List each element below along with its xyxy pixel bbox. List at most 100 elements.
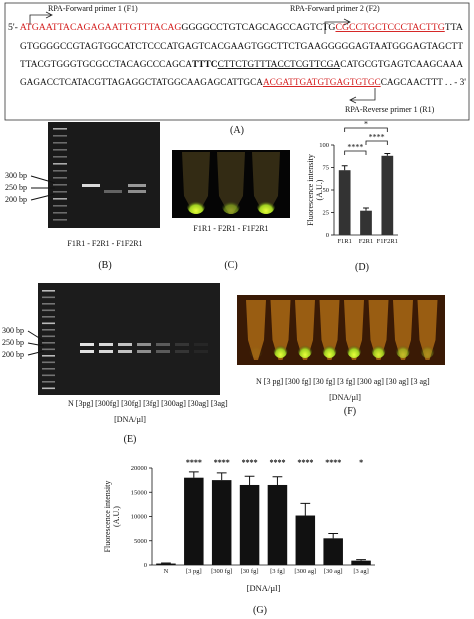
bar <box>323 538 343 565</box>
primer-label: RPA-Forward primer 2 (F2) <box>290 4 380 13</box>
sample-band <box>175 350 189 353</box>
bp-label: 250 bp <box>5 183 27 192</box>
tube-glow <box>371 342 386 358</box>
bp-label: 200 bp <box>2 350 24 359</box>
ladder-band <box>42 381 55 383</box>
x-tick-label: F1F2R1 <box>377 238 398 245</box>
y-tick-label: 75 <box>323 165 330 172</box>
ladder-band <box>53 142 67 144</box>
sample-band <box>137 343 151 346</box>
bar <box>381 155 394 235</box>
y-tick-label: 100 <box>319 142 329 149</box>
ladder-band <box>53 163 67 165</box>
ladder-band <box>42 290 55 292</box>
ladder-band <box>42 342 55 344</box>
panel-label: (C) <box>224 260 237 271</box>
ladder-band <box>42 335 55 338</box>
seq: TTACGTGGGTGCGCCTACAGCCCAGCA <box>20 59 192 70</box>
seq: . . - 3' <box>443 77 467 88</box>
x-tick-label: [3 fg] <box>270 568 285 575</box>
sample-band <box>118 350 132 353</box>
sample-band <box>137 350 151 353</box>
x-tick-label: [3 ag] <box>353 568 368 575</box>
x-tick-label: N <box>164 568 169 575</box>
seq: TTTC <box>192 59 218 70</box>
sample-band <box>194 350 208 353</box>
primer-arrow <box>29 11 53 25</box>
ladder-band <box>53 170 67 172</box>
significance-label: **** <box>214 458 230 467</box>
gel-image <box>48 122 160 228</box>
sequence-line: TTACGTGGGTGCGCCTACAGCCCAGCATTTCCTTCTGTTT… <box>20 59 463 70</box>
error-bar <box>300 502 311 516</box>
sample-band <box>82 184 100 187</box>
tube-glow <box>396 342 410 358</box>
sequence-line: 5'- ATGAATTACAGAGAATTGTTTACAG GGGGCCTGTCA… <box>8 22 463 33</box>
ladder-band <box>53 135 67 137</box>
sample-band <box>194 343 208 346</box>
bar <box>338 170 351 235</box>
y-axis-label: Fluorescence intensity <box>103 481 112 553</box>
panel-a-box <box>4 2 470 121</box>
error-bar <box>328 532 339 539</box>
sample-band <box>99 343 113 346</box>
ladder-band <box>42 329 55 331</box>
error-bar <box>244 475 255 485</box>
bar <box>351 560 371 565</box>
significance-bracket <box>365 140 388 145</box>
seq: GGGGCCTGTCAGCAGCCAGTCTG <box>181 22 335 33</box>
ladder-band <box>42 322 55 325</box>
primer-label: RPA-Reverse primer 1 (R1) <box>345 105 435 114</box>
significance-label: **** <box>186 458 202 467</box>
panel-label: (D) <box>355 262 369 273</box>
bp-arrow <box>30 175 56 201</box>
y-tick-label: 0 <box>326 232 329 239</box>
bar <box>156 563 176 565</box>
tube-image <box>237 295 445 365</box>
significance-label: **** <box>297 458 313 467</box>
seq: CATGCGTGAGTCAAGCAAA <box>340 59 463 70</box>
seq: ACGATTGATGTGAGTGTGC <box>263 77 381 88</box>
tube-glow <box>273 342 288 358</box>
bp-arrow <box>27 330 45 356</box>
sample-band <box>80 343 94 346</box>
ladder-band <box>53 177 67 179</box>
ladder-band <box>42 387 55 390</box>
y-tick-label: 25 <box>323 210 330 217</box>
ladder-band <box>53 219 67 221</box>
x-tick-label: [30 ag] <box>324 568 343 575</box>
panel-label: (B) <box>98 260 111 271</box>
bar <box>211 480 232 565</box>
lane-labels: F1R1 - F2R1 - F1F2R1 <box>67 239 142 248</box>
y-axis-label: (A.U.) <box>112 506 121 527</box>
panel-label: (A) <box>230 125 244 136</box>
ladder-band <box>53 184 67 186</box>
tube <box>252 152 280 214</box>
sequence-line: GTGGGGCCGTAGTGGCATCTCCCATGAGTCACGAAGTGGC… <box>20 41 463 52</box>
axis-label: [DNA/µl] <box>114 415 146 424</box>
y-tick-label: 5000 <box>134 538 147 545</box>
seq: GTGGGGCCGTAGTGGCATCTCCCATGAGTCACGAAGTGGC… <box>20 41 463 52</box>
x-tick-label: F1R1 <box>337 238 351 245</box>
bp-label: 300 bp <box>2 326 24 335</box>
sample-band <box>175 343 189 346</box>
tube-glow <box>187 198 205 214</box>
x-tick-label: [3 pg] <box>186 568 202 575</box>
seq: GAGACCTCATACGTTAGAGGCTATGGCAAGAGCATTGCA <box>20 77 263 88</box>
bar <box>184 477 204 565</box>
ladder-band <box>42 348 55 351</box>
tube-glow <box>222 198 240 214</box>
bp-label: 200 bp <box>5 195 27 204</box>
sample-band <box>118 343 132 346</box>
seq: TTA <box>445 22 463 33</box>
lane-labels: N [3 pg] [300 fg] [30 fg] [3 fg] [300 ag… <box>256 377 430 386</box>
x-tick-label: F2R1 <box>359 238 373 245</box>
ladder-band <box>42 316 55 318</box>
sample-band <box>80 350 94 353</box>
x-tick-label: [300 fg] <box>211 568 232 575</box>
panel-label: (G) <box>253 605 267 616</box>
tube-glow <box>420 342 435 358</box>
lane-labels: N [3pg] [300fg] [30fg] [3fg] [300ag] [30… <box>68 399 228 408</box>
x-tick-label: [300 ag] <box>294 568 316 575</box>
chart: 0 5000 10000 15000 20000 Fluorescence intensi… <box>103 458 375 593</box>
